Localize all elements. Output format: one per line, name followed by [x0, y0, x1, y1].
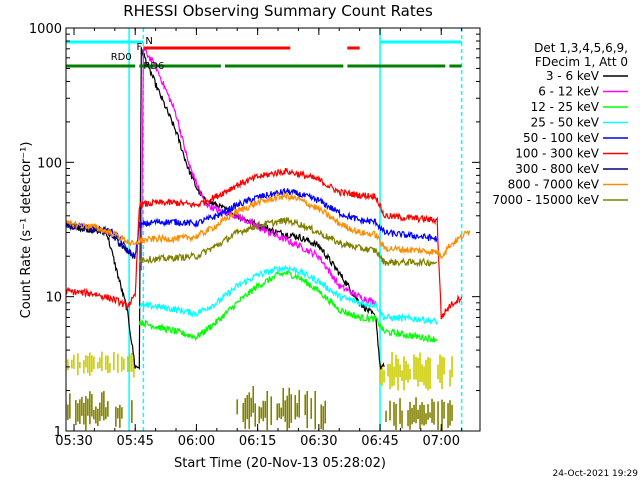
- legend-label-25-50-kev: 25 - 50 keV: [531, 116, 600, 130]
- y-axis: 1 10 100 1000: [29, 22, 480, 440]
- series-line-800-7000-kev: [66, 191, 471, 259]
- y-axis-title: Count Rate (s⁻¹ detector⁻¹): [19, 142, 34, 319]
- x-axis-title: Start Time (20-Nov-13 05:28:02): [174, 456, 386, 471]
- x-tick-label-06-15: 06:15: [239, 434, 276, 449]
- x-axis: 05:30 05:45 06:00 06:15 06:30 06:45 07:00: [55, 28, 463, 449]
- legend-label-7000-15000-kev: 7000 - 15000 keV: [492, 193, 599, 207]
- legend: Det 1,3,4,5,6,9,FDecim 1, Att 03 - 6 keV…: [492, 41, 628, 207]
- observing-flags: NF RD0 RD6: [65, 36, 462, 72]
- legend-label-50-100-kev: 50 - 100 keV: [523, 131, 600, 145]
- legend-header-2: FDecim 1, Att 0: [535, 55, 628, 69]
- flag-label-rd0: RD0: [111, 52, 132, 63]
- plot-frame: [65, 27, 481, 432]
- band-4: [236, 386, 327, 431]
- series-line-12-25-kev: [138, 269, 438, 343]
- x-tick-label-05-30: 05:30: [55, 434, 92, 449]
- band-3: [66, 391, 133, 431]
- x-tick-label-05-45: 05:45: [116, 434, 153, 449]
- series-line-6-12-kev: [140, 47, 377, 308]
- y-tick-label-10: 10: [45, 291, 62, 306]
- y-tick-label-1000: 1000: [29, 22, 62, 37]
- legend-label-6-12-kev: 6 - 12 keV: [538, 85, 600, 99]
- band-2: [379, 351, 453, 391]
- y-tick-label-1: 1: [54, 425, 62, 440]
- flag-label-n: N: [145, 36, 152, 47]
- chart-title: RHESSI Observing Summary Count Rates: [123, 2, 433, 20]
- series-line-7000-15000-kev: [138, 216, 438, 268]
- y-tick-label-100: 100: [37, 156, 62, 171]
- observing-markers: [128, 28, 463, 431]
- low-count-bands: [66, 351, 453, 431]
- band-5: [385, 397, 453, 431]
- x-tick-label-06-45: 06:45: [361, 434, 398, 449]
- x-tick-label-06-30: 06:30: [300, 434, 337, 449]
- count-rate-series: [66, 47, 471, 371]
- flag-label-rd6: RD6: [143, 61, 164, 72]
- x-tick-label-07-00: 07:00: [423, 434, 460, 449]
- legend-header-1: Det 1,3,4,5,6,9,: [534, 41, 628, 55]
- band-1: [66, 351, 135, 378]
- series-line-100-300-kev: [66, 167, 463, 320]
- legend-label-300-800-kev: 300 - 800 keV: [515, 162, 599, 176]
- flag-label-f: F: [136, 42, 142, 53]
- legend-label-3-6-kev: 3 - 6 keV: [546, 69, 600, 83]
- legend-label-800-7000-kev: 800 - 7000 keV: [508, 178, 600, 192]
- footer-date: 24-Oct-2021 19:29: [553, 469, 639, 479]
- legend-label-100-300-kev: 100 - 300 keV: [515, 147, 599, 161]
- legend-label-12-25-kev: 12 - 25 keV: [531, 100, 600, 114]
- x-tick-label-06-00: 06:00: [178, 434, 215, 449]
- series-line-25-50-kev: [138, 264, 438, 325]
